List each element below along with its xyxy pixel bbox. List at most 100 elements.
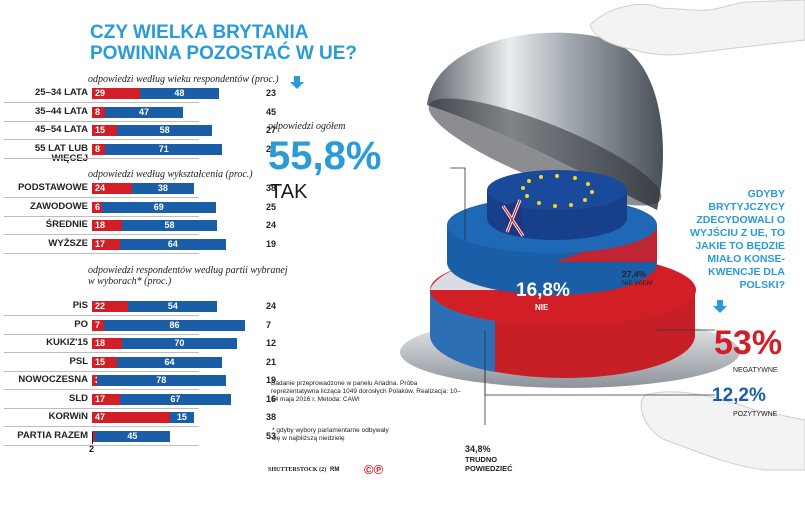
row-divider [4, 370, 199, 372]
value-niewiem: 27 [266, 125, 277, 135]
value-niewiem: 24 [266, 301, 277, 311]
category-label: NOWOCZESNA [18, 374, 88, 385]
category-label: SLD [69, 392, 88, 404]
eu-stars-icon [521, 174, 594, 208]
category-label: PO [74, 318, 88, 330]
category-label: 35–44 LATA [35, 105, 88, 117]
bar-tak: 45 [95, 430, 170, 442]
bar-nie [92, 430, 96, 442]
bar-charts: 25–34 LATA 29 48 23 35–44 LATA 8 47 45 45–54 LAT… [0, 0, 330, 460]
category-label: 55 LAT LUB WIĘCEJ [34, 142, 88, 163]
chart-title: CZY WIELKA BRYTANIA POWINNA POZOSTAĆ W U… [90, 22, 358, 64]
bar-nie: 7 [92, 319, 104, 331]
negative-value: 53% [714, 324, 783, 362]
overall-value: 55,8% [268, 134, 382, 178]
row-divider [4, 252, 199, 254]
row-divider [4, 157, 199, 159]
row-divider [4, 197, 199, 198]
category-label: ZAWODOWE [29, 200, 88, 212]
right-question: GDYBY BRYTYJCZYCY ZDECYDOWALI O WYJŚCIU … [690, 188, 785, 291]
section-heading-education: odpowiedzi według wykształcenia (proc.) [88, 169, 253, 180]
row-divider [4, 426, 199, 427]
bar-nie: 17 [92, 238, 121, 250]
section-heading-party: odpowiedzi respondentów według partii wy… [88, 265, 288, 287]
row-divider [4, 234, 199, 235]
hard-to-say-label: TRUDNO POWIEDZIEĆ [465, 455, 513, 473]
value-niewiem: 16 [266, 393, 277, 404]
row-divider [4, 315, 199, 316]
value-niewiem: 38 [266, 183, 277, 193]
category-label: 25–34 LATA [35, 87, 88, 98]
value-niewiem: 21 [266, 356, 277, 367]
nie-label: NIE [535, 303, 549, 312]
niewiem-value: 27,4% [622, 269, 647, 279]
bar-tak: 69 [101, 201, 216, 213]
bar-tak: 86 [103, 319, 246, 331]
methodology-note: Badanie przeprowadzone w panelu Ariadna.… [271, 380, 461, 403]
bar-tak: 48 [139, 88, 220, 99]
bar-tak: 64 [116, 356, 223, 368]
bar-nie: 18 [92, 220, 122, 231]
category-label: PODSTAWOWE [17, 182, 88, 193]
author-credit: RM [330, 467, 340, 473]
category-label: KORWiN [48, 411, 88, 422]
arrow-down-icon [290, 76, 304, 89]
bar-nie: 22 [92, 301, 129, 312]
row-divider [4, 407, 199, 409]
category-label: PARTIA RAZEM [17, 429, 88, 441]
nie-value: 16,8% [516, 280, 570, 301]
value-niewiem: 45 [266, 106, 277, 117]
overall-answer: TAK [270, 181, 308, 203]
glove-top [589, 0, 805, 56]
value-niewiem: 12 [266, 338, 277, 348]
bar-nie: 15 [92, 356, 117, 368]
value-niewiem: 38 [266, 412, 277, 422]
arrow-down-icon [713, 300, 727, 313]
row-divider [4, 139, 199, 140]
value-niewiem: 19 [266, 375, 277, 385]
positive-label: POZYTYWNE [733, 411, 778, 418]
bar-tak: 47 [105, 106, 183, 118]
bar-tak: 67 [120, 393, 231, 405]
bar-nie: 24 [92, 183, 132, 194]
row-divider [4, 102, 199, 103]
bar-tak: 54 [128, 301, 218, 312]
value-niewiem: 19 [266, 238, 277, 249]
row-divider [4, 215, 199, 217]
value-niewiem: 7 [266, 319, 272, 330]
row-divider [4, 120, 199, 122]
category-label: PiS [72, 300, 88, 311]
bar-tak: 15 [169, 412, 195, 423]
bar-nie: 29 [92, 88, 140, 99]
value-niewiem: 53 [266, 430, 277, 441]
axis-tick [92, 432, 93, 444]
value-niewiem: 24 [266, 220, 277, 230]
bar-tak: 71 [105, 143, 223, 155]
category-label: ŚREDNIE [45, 219, 88, 230]
category-label: KUKIZ'15 [46, 337, 88, 348]
value-niewiem: 25 [266, 201, 277, 212]
category-label: PSL [69, 355, 88, 367]
row-divider [4, 444, 199, 446]
bar-nie: 8 [92, 106, 106, 118]
section-heading-age: odpowiedzi według wieku respondentów (pr… [88, 74, 279, 85]
bar-tak: 64 [120, 238, 226, 250]
overall-label: odpowiedzi ogółem [268, 121, 346, 132]
row-divider [4, 389, 199, 390]
category-label: WYŻSZE [48, 237, 88, 249]
copyright-mark: ©℗ [364, 462, 384, 477]
bar-nie: 6 [92, 201, 102, 213]
axis-tick-label: 2 [89, 444, 95, 454]
positive-value: 12,2% [712, 385, 766, 406]
bar-nie: 8 [92, 143, 106, 155]
bar-tak: 78 [96, 375, 226, 386]
bar-nie: 47 [92, 412, 170, 423]
bar-tak: 58 [116, 125, 213, 136]
hard-to-say-value: 34,8% [465, 444, 491, 454]
bar-tak: 38 [131, 183, 195, 194]
category-label: 45–54 LATA [35, 124, 88, 135]
photo-credit: SHUTTERSTOCK (2) [268, 467, 327, 473]
cake-illustration [400, 0, 805, 471]
value-niewiem: 21 [266, 143, 277, 154]
niewiem-label: NIE WIEM [622, 280, 653, 287]
